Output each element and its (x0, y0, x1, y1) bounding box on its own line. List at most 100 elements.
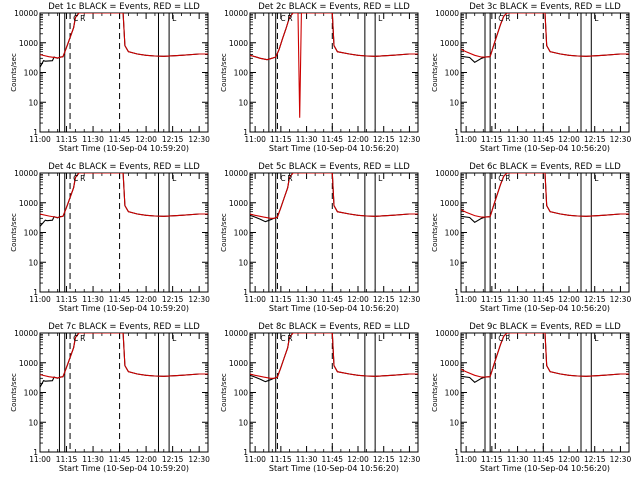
marker-annotation: C (73, 334, 78, 343)
y-tick-label: 100 (445, 229, 460, 238)
marker-annotation: C (280, 334, 285, 343)
x-tick-label: 12:30 (399, 455, 421, 464)
y-tick-label: 1000 (19, 199, 38, 208)
marker-annotation: L (594, 174, 599, 183)
panel-title: Det 4c BLACK = Events, RED = LLD (48, 162, 200, 172)
x-axis-label: Start Time (10-Sep-04 10:56:20) (480, 144, 610, 153)
y-tick-label: 1000 (229, 39, 248, 48)
y-tick-label: 100 (445, 389, 460, 398)
x-tick-label: 11:15 (270, 135, 292, 144)
x-tick-label: 11:15 (56, 295, 78, 304)
x-axis-label: Start Time (10-Sep-04 10:56:20) (269, 304, 399, 313)
marker-annotation: L (172, 334, 177, 343)
x-tick-label: 11:30 (507, 455, 529, 464)
x-tick-label: 12:00 (558, 135, 580, 144)
panel-title: Det 9c BLACK = Events, RED = LLD (469, 322, 621, 332)
y-axis-label: Counts/sec (220, 373, 228, 412)
x-tick-label: 12:30 (188, 135, 210, 144)
series-lld-line (461, 173, 629, 218)
y-tick-label: 10000 (435, 9, 459, 18)
panel-det-9: Det 9c BLACK = Events, RED = LLD 1 10 100 10… (431, 322, 631, 473)
panel-title: Det 2c BLACK = Events, RED = LLD (258, 2, 410, 12)
x-tick-label: 11:30 (296, 295, 318, 304)
x-tick-label: 11:15 (270, 455, 292, 464)
marker-annotation: R (287, 14, 292, 23)
series-lld-line (461, 333, 629, 378)
marker-annotation: C (498, 334, 503, 343)
y-tick-label: 1000 (440, 359, 459, 368)
x-tick-label: 12:30 (188, 295, 210, 304)
y-tick-label: 100 (234, 229, 249, 238)
y-axis-label: Counts/sec (10, 373, 18, 412)
x-tick-label: 11:00 (455, 455, 477, 464)
y-tick-label: 10000 (435, 329, 459, 338)
marker-annotation: R (287, 174, 292, 183)
x-tick-label: 12:30 (610, 455, 632, 464)
y-tick-label: 100 (234, 389, 249, 398)
y-axis-label: Counts/sec (431, 53, 439, 92)
panel-title: Det 7c BLACK = Events, RED = LLD (48, 322, 200, 332)
y-tick-label: 10000 (224, 169, 248, 178)
x-tick-label: 11:15 (56, 135, 78, 144)
x-tick-label: 11:30 (296, 135, 318, 144)
y-tick-label: 1 (243, 448, 248, 457)
panel-det-7: Det 7c BLACK = Events, RED = LLD 1 10 100 10… (10, 322, 210, 473)
y-tick-label: 100 (24, 69, 39, 78)
panel-det-4: Det 4c BLACK = Events, RED = LLD 1 10 100 10… (10, 162, 210, 313)
panel-det-6: Det 6c BLACK = Events, RED = LLD 1 10 100 10… (431, 162, 631, 313)
y-tick-label: 10 (238, 258, 248, 267)
marker-annotation: L (594, 334, 599, 343)
series-lld-line (40, 333, 208, 379)
y-tick-label: 1 (33, 448, 38, 457)
y-tick-label: 1 (243, 128, 248, 137)
y-tick-label: 10000 (14, 169, 38, 178)
x-tick-label: 12:30 (188, 455, 210, 464)
x-tick-label: 12:00 (135, 135, 157, 144)
panel-det-1: Det 1c BLACK = Events, RED = LLD 1 10 100 10… (10, 2, 210, 153)
y-tick-label: 10000 (224, 9, 248, 18)
x-tick-label: 11:45 (532, 135, 554, 144)
y-tick-label: 1000 (19, 39, 38, 48)
x-tick-label: 11:45 (321, 135, 343, 144)
x-tick-label: 11:45 (109, 295, 131, 304)
x-tick-label: 11:45 (532, 455, 554, 464)
y-tick-label: 10 (449, 258, 459, 267)
x-tick-label: 11:45 (321, 295, 343, 304)
y-tick-label: 100 (445, 69, 460, 78)
y-tick-label: 10 (28, 98, 38, 107)
x-tick-label: 11:30 (507, 135, 529, 144)
y-axis-label: Counts/sec (10, 213, 18, 252)
y-tick-label: 1000 (229, 199, 248, 208)
y-tick-label: 1000 (19, 359, 38, 368)
y-tick-label: 1 (454, 288, 459, 297)
series-lld-line (461, 13, 629, 58)
x-tick-label: 12:00 (135, 295, 157, 304)
y-tick-label: 10000 (224, 329, 248, 338)
series-lld-line (250, 13, 418, 118)
x-tick-label: 11:00 (244, 455, 266, 464)
x-tick-label: 11:00 (244, 295, 266, 304)
x-tick-label: 12:00 (347, 135, 369, 144)
x-tick-label: 11:45 (321, 455, 343, 464)
panel-det-2: Det 2c BLACK = Events, RED = LLD 1 10 100 10… (220, 2, 420, 153)
y-axis-label: Counts/sec (220, 53, 228, 92)
x-tick-label: 12:00 (558, 455, 580, 464)
marker-annotation: L (172, 174, 177, 183)
panel-title: Det 1c BLACK = Events, RED = LLD (48, 2, 200, 12)
y-axis-label: Counts/sec (220, 213, 228, 252)
x-tick-label: 12:00 (347, 455, 369, 464)
x-tick-label: 11:00 (455, 135, 477, 144)
x-tick-label: 12:30 (399, 135, 421, 144)
y-tick-label: 10000 (14, 9, 38, 18)
x-tick-label: 11:00 (29, 455, 51, 464)
panel-det-8: Det 8c BLACK = Events, RED = LLD 1 10 100 10… (220, 322, 420, 473)
x-tick-label: 11:00 (244, 135, 266, 144)
marker-annotation: R (505, 174, 510, 183)
y-tick-label: 1 (33, 288, 38, 297)
y-tick-label: 1000 (440, 199, 459, 208)
y-tick-label: 10000 (435, 169, 459, 178)
y-axis-label: Counts/sec (431, 213, 439, 252)
x-tick-label: 11:30 (507, 295, 529, 304)
x-tick-label: 12:15 (373, 455, 395, 464)
